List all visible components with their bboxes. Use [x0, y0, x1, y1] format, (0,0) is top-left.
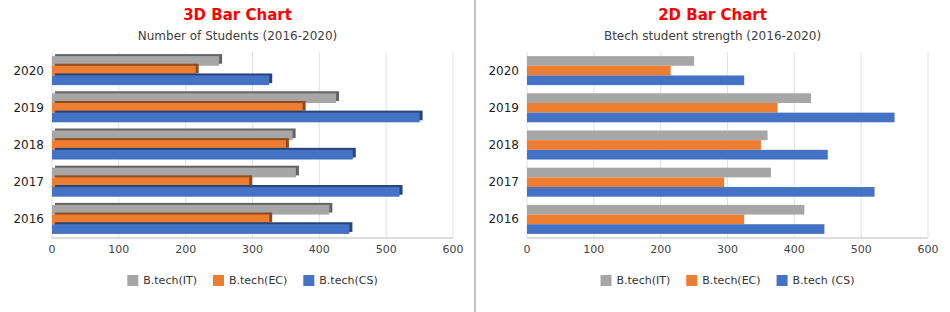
bar: [527, 168, 771, 178]
y-tick-label: 2019: [13, 101, 44, 115]
bar: [52, 187, 400, 197]
x-tick-label: 0: [524, 243, 531, 256]
y-tick-label: 2020: [488, 64, 519, 78]
panel: 2D Bar Chart Btech student strength (2016…: [488, 6, 938, 287]
grid-line: [928, 52, 929, 238]
x-axis-line: [527, 238, 928, 239]
y-tick-label: 2019: [488, 101, 519, 115]
legend-swatch: [127, 275, 138, 286]
legend-label: B.tech(EC): [229, 274, 287, 287]
bar: [527, 177, 724, 187]
x-tick-label: 200: [175, 243, 196, 256]
x-tick-label: 500: [376, 243, 397, 256]
bar: [527, 130, 768, 140]
x-tick-label: 100: [583, 243, 604, 256]
bar: [527, 187, 875, 197]
legend-swatch: [601, 275, 612, 286]
x-tick-label: 300: [717, 243, 738, 256]
chart-subtitle: Number of Students (2016-2020): [138, 29, 337, 43]
y-tick-label: 2016: [13, 212, 44, 226]
panel: 3D Bar Chart Number of Students (2016-202…: [13, 6, 463, 287]
legend-swatch: [303, 275, 314, 286]
y-tick-label: 2018: [488, 138, 519, 152]
y-tick-label: 2016: [488, 212, 519, 226]
bar: [527, 103, 778, 113]
bars: [52, 54, 423, 234]
grid-line: [453, 52, 454, 238]
panel-divider: [475, 0, 476, 312]
bar: [527, 205, 804, 215]
bar: [52, 224, 349, 234]
bar: [527, 113, 895, 123]
bar: [527, 215, 744, 225]
chart-title: 2D Bar Chart: [658, 6, 767, 24]
legend-label: B.tech(EC): [702, 274, 760, 287]
x-tick-label: 400: [309, 243, 330, 256]
x-tick-label: 600: [443, 243, 464, 256]
chart-title: 3D Bar Chart: [183, 6, 292, 24]
bars: [527, 56, 895, 234]
bar: [52, 75, 269, 85]
x-tick-label: 0: [49, 243, 56, 256]
y-tick-label: 2017: [488, 175, 519, 189]
legend-label: B.tech(IT): [617, 274, 671, 287]
legend-label: B.tech (CS): [793, 274, 855, 287]
legend-swatch: [777, 275, 788, 286]
grid-line: [386, 52, 387, 238]
legend-label: B.tech(IT): [143, 274, 197, 287]
legend-swatch: [213, 275, 224, 286]
x-tick-label: 600: [918, 243, 939, 256]
x-tick-label: 400: [784, 243, 805, 256]
legend: B.tech(IT) B.tech(EC) B.tech(CS): [127, 274, 377, 287]
y-tick-label: 2017: [13, 175, 44, 189]
bar: [527, 140, 761, 150]
x-axis-line: [52, 238, 453, 239]
bar: [52, 113, 420, 123]
bar: [527, 75, 744, 85]
bar: [527, 56, 694, 66]
x-tick-label: 100: [108, 243, 129, 256]
legend-label: B.tech(CS): [319, 274, 377, 287]
bar: [527, 66, 671, 76]
grid-line: [861, 52, 862, 238]
legend-swatch: [686, 275, 697, 286]
bar: [527, 150, 828, 160]
y-tick-label: 2018: [13, 138, 44, 152]
chart-canvas: 3D Bar Chart Number of Students (2016-202…: [0, 0, 950, 312]
y-tick-label: 2020: [13, 64, 44, 78]
x-tick-label: 500: [851, 243, 872, 256]
bar: [527, 224, 824, 234]
legend: B.tech(IT) B.tech(EC) B.tech (CS): [601, 274, 855, 287]
bar: [52, 150, 353, 160]
bar: [527, 93, 811, 103]
x-tick-label: 200: [650, 243, 671, 256]
x-tick-label: 300: [242, 243, 263, 256]
chart-subtitle: Btech student strength (2016-2020): [604, 29, 821, 43]
